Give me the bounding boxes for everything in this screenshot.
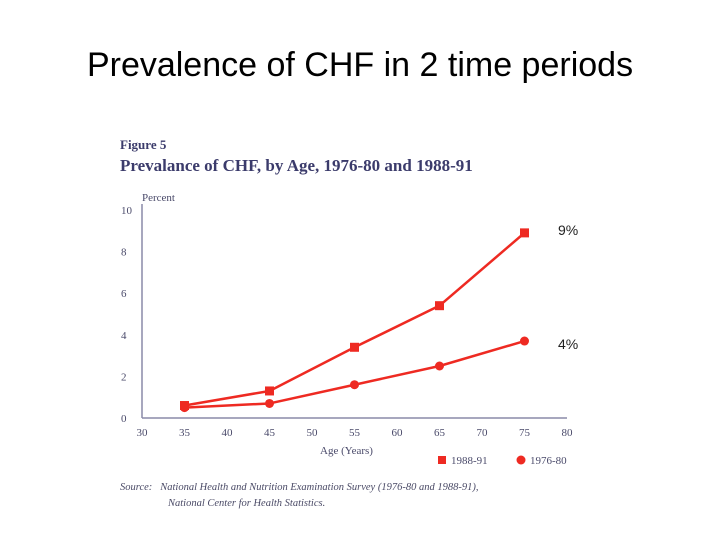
y-tick-label: 2 — [121, 371, 127, 383]
x-tick-label: 65 — [434, 427, 446, 439]
y-tick-label: 6 — [121, 288, 127, 300]
x-tick-label: 55 — [349, 427, 361, 439]
data-point-1976-80 — [350, 380, 359, 390]
y-tick-label: 8 — [121, 247, 127, 259]
x-tick-label: 80 — [562, 427, 574, 439]
slide-title: Prevalence of CHF in 2 time periods — [86, 46, 634, 84]
annotation-high: 9% — [558, 222, 579, 238]
x-tick-label: 70 — [477, 427, 489, 439]
data-point-1976-80 — [180, 403, 189, 413]
data-point-1988-91 — [435, 301, 444, 311]
annotation-low: 4% — [558, 336, 579, 352]
x-axis-label: Age (Years) — [320, 445, 373, 457]
x-tick-label: 75 — [519, 427, 531, 439]
source-label: Source: — [120, 482, 153, 493]
x-tick-label: 35 — [179, 427, 191, 439]
x-tick-label: 45 — [264, 427, 276, 439]
series-line-1988-91 — [184, 231, 526, 407]
legend-label-1988-91: 1988-91 — [451, 455, 488, 467]
figure-title: Prevalance of CHF, by Age, 1976-80 and 1… — [120, 156, 473, 175]
legend-label-1976-80: 1976-80 — [530, 455, 567, 467]
source-line-2: National Center for Health Statistics. — [168, 498, 326, 509]
data-point-1988-91 — [520, 228, 529, 238]
x-tick-label: 50 — [307, 427, 319, 439]
data-point-1976-80 — [435, 361, 444, 371]
source-line-1: National Health and Nutrition Examinatio… — [160, 482, 479, 493]
y-tick-label: 10 — [121, 205, 133, 217]
x-tick-label: 30 — [137, 427, 149, 439]
y-axis-label: Percent — [142, 192, 175, 204]
x-tick-label: 40 — [222, 427, 234, 439]
y-tick-label: 0 — [121, 413, 127, 425]
source-note: Source: National Health and Nutrition Exa… — [120, 480, 590, 512]
data-point-1976-80 — [520, 336, 529, 346]
data-point-1988-91 — [350, 342, 359, 352]
figure-number: Figure 5 — [120, 137, 167, 152]
x-tick-label: 60 — [392, 427, 404, 439]
data-point-1976-80 — [265, 398, 274, 408]
y-tick-label: 4 — [121, 330, 127, 342]
legend-marker-1976-80 — [516, 455, 526, 465]
legend-marker-1988-91 — [438, 456, 446, 464]
data-point-1988-91 — [265, 386, 274, 396]
